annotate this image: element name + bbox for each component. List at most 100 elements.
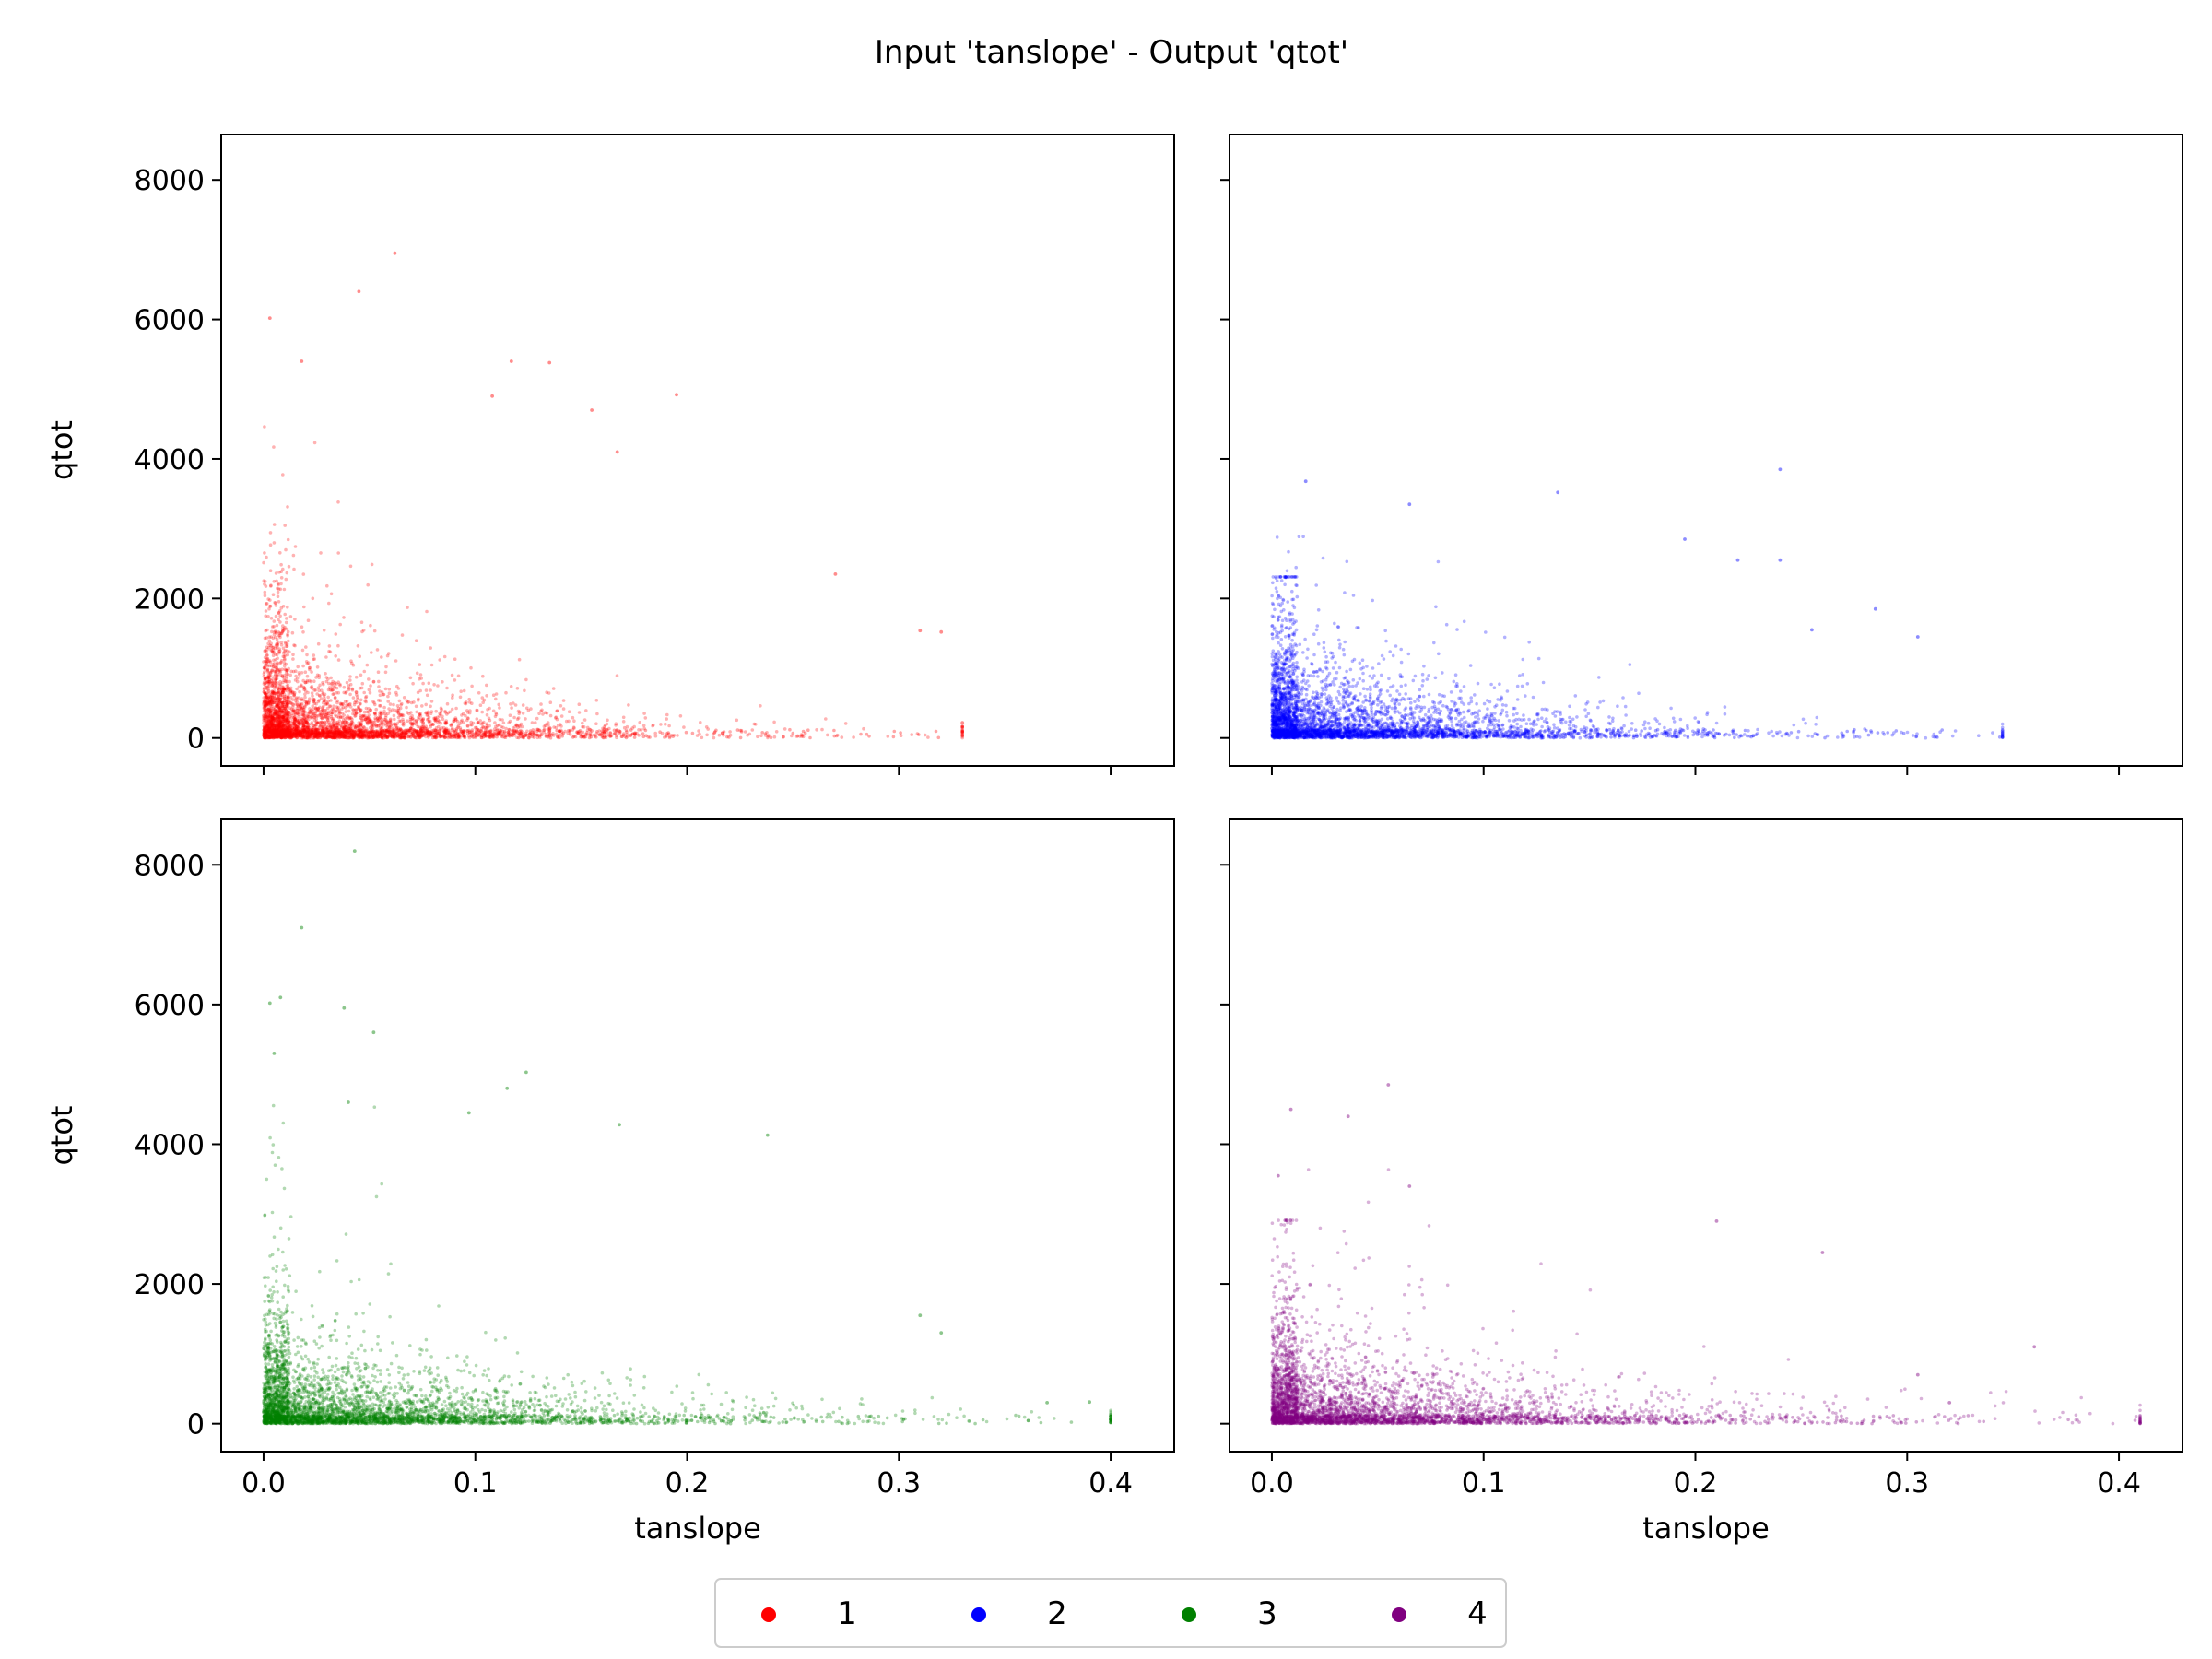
data-point bbox=[263, 718, 266, 723]
data-point bbox=[276, 618, 280, 621]
data-point bbox=[436, 684, 440, 688]
data-point bbox=[262, 709, 266, 713]
data-point bbox=[629, 728, 633, 732]
data-point bbox=[331, 707, 335, 712]
data-point bbox=[365, 663, 370, 667]
data-point bbox=[1476, 681, 1480, 686]
data-point bbox=[321, 680, 324, 685]
data-point bbox=[351, 696, 356, 700]
data-point bbox=[271, 719, 276, 723]
data-point bbox=[524, 677, 528, 682]
data-point bbox=[325, 735, 329, 739]
data-point bbox=[286, 605, 289, 609]
data-point bbox=[509, 702, 512, 706]
data-point bbox=[395, 734, 400, 738]
data-point bbox=[1404, 706, 1408, 710]
data-point bbox=[458, 695, 463, 700]
data-point bbox=[475, 717, 479, 721]
data-point bbox=[333, 696, 337, 700]
data-point bbox=[690, 731, 695, 735]
data-point bbox=[577, 702, 582, 706]
data-point bbox=[364, 694, 369, 699]
data-point bbox=[1388, 650, 1392, 653]
data-point bbox=[263, 726, 267, 730]
data-point bbox=[275, 674, 279, 678]
data-point bbox=[274, 658, 277, 662]
data-point bbox=[283, 706, 288, 711]
data-point bbox=[497, 731, 500, 735]
data-point bbox=[316, 735, 320, 739]
data-point bbox=[488, 734, 491, 738]
data-point bbox=[521, 735, 525, 738]
data-point bbox=[303, 695, 307, 700]
data-point bbox=[759, 734, 763, 738]
data-point bbox=[743, 730, 747, 734]
data-point bbox=[491, 735, 495, 739]
data-point bbox=[481, 724, 485, 729]
data-point bbox=[276, 719, 279, 723]
data-point bbox=[271, 663, 276, 666]
data-point bbox=[494, 697, 498, 701]
data-point bbox=[330, 711, 335, 715]
data-point bbox=[445, 686, 449, 690]
data-point bbox=[826, 733, 830, 737]
data-point bbox=[354, 713, 358, 718]
data-point bbox=[446, 711, 451, 715]
data-point bbox=[425, 693, 429, 698]
data-point bbox=[401, 717, 405, 722]
data-point bbox=[497, 702, 500, 707]
data-point bbox=[322, 629, 326, 632]
data-point bbox=[341, 726, 346, 731]
data-point bbox=[396, 711, 401, 714]
data-point bbox=[525, 729, 529, 734]
data-point bbox=[282, 674, 287, 677]
data-point bbox=[430, 735, 435, 740]
data-point bbox=[334, 696, 337, 700]
data-point bbox=[269, 617, 274, 620]
data-point bbox=[378, 733, 382, 736]
data-point bbox=[501, 721, 506, 725]
data-point bbox=[899, 731, 902, 735]
data-point bbox=[371, 734, 375, 737]
data-point bbox=[381, 712, 385, 716]
data-point bbox=[348, 678, 352, 682]
outlier-point bbox=[509, 359, 513, 363]
data-point bbox=[713, 730, 717, 734]
data-point bbox=[418, 712, 422, 716]
data-point bbox=[465, 724, 470, 728]
data-point bbox=[291, 553, 296, 558]
data-point bbox=[521, 703, 525, 707]
data-point bbox=[334, 632, 338, 636]
data-point bbox=[296, 679, 300, 684]
data-point bbox=[917, 733, 921, 736]
data-point bbox=[410, 716, 415, 721]
data-point bbox=[338, 711, 342, 715]
data-point bbox=[337, 719, 342, 723]
data-point bbox=[349, 659, 353, 663]
data-point bbox=[578, 729, 582, 733]
data-point bbox=[1568, 715, 1571, 720]
data-point bbox=[595, 730, 599, 734]
data-point bbox=[348, 675, 352, 678]
data-point bbox=[325, 735, 329, 739]
data-point bbox=[393, 717, 396, 722]
data-point bbox=[653, 734, 658, 738]
data-point bbox=[320, 720, 324, 724]
data-point bbox=[311, 596, 315, 601]
data-point bbox=[314, 701, 318, 706]
data-point bbox=[283, 524, 288, 527]
data-point bbox=[1363, 694, 1367, 699]
data-point bbox=[365, 730, 370, 735]
data-point bbox=[418, 713, 423, 718]
data-point bbox=[300, 705, 305, 710]
data-point bbox=[360, 629, 364, 634]
data-point bbox=[375, 648, 380, 652]
data-point bbox=[621, 715, 626, 720]
data-point bbox=[456, 724, 461, 728]
data-point bbox=[301, 678, 306, 683]
data-point bbox=[380, 690, 384, 694]
data-point bbox=[294, 724, 299, 729]
data-point bbox=[380, 720, 384, 724]
data-point bbox=[326, 706, 330, 711]
data-point bbox=[388, 725, 393, 729]
